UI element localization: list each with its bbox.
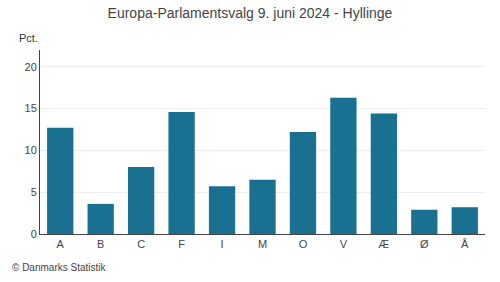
svg-text:Ø: Ø [420, 238, 429, 250]
svg-text:F: F [178, 238, 185, 250]
svg-text:5: 5 [31, 186, 37, 198]
svg-text:0: 0 [31, 228, 37, 240]
svg-text:Å: Å [461, 238, 469, 250]
svg-text:C: C [137, 238, 145, 250]
svg-text:20: 20 [25, 61, 37, 73]
svg-text:15: 15 [25, 102, 37, 114]
svg-text:© Danmarks Statistik: © Danmarks Statistik [12, 262, 107, 273]
svg-text:V: V [340, 238, 348, 250]
svg-text:O: O [299, 238, 308, 250]
svg-text:A: A [57, 238, 65, 250]
svg-text:Europa-Parlamentsvalg 9. juni: Europa-Parlamentsvalg 9. juni 2024 - Hyl… [108, 5, 393, 21]
svg-text:Æ: Æ [378, 238, 389, 250]
svg-text:B: B [97, 238, 104, 250]
svg-text:M: M [258, 238, 267, 250]
svg-text:I: I [221, 238, 224, 250]
svg-text:10: 10 [25, 144, 37, 156]
svg-text:Pct.: Pct. [19, 32, 38, 44]
